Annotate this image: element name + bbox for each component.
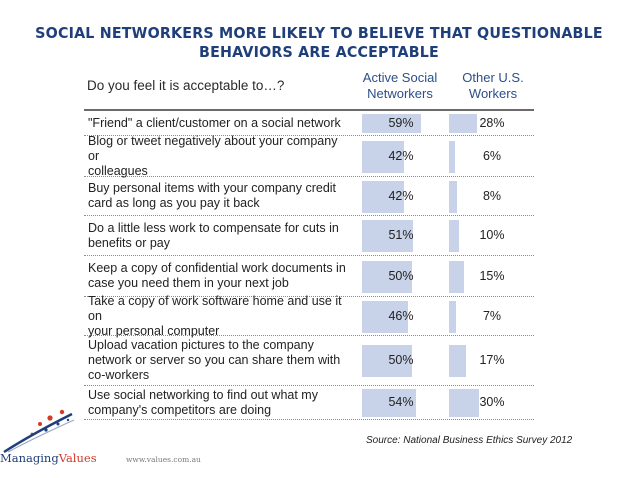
row-question-line: Do a little less work to compensate for … <box>88 220 339 235</box>
bar-active-social <box>362 114 421 133</box>
bar-other-workers <box>449 389 479 417</box>
value-label-active-social: 50% <box>388 353 414 367</box>
value-label-other-workers: 17% <box>479 353 505 367</box>
value-label-active-social: 54% <box>388 395 414 409</box>
row-question-line: company's competitors are doing <box>88 402 272 417</box>
table-row: Keep a copy of confidential work documen… <box>84 256 534 297</box>
table-row: Upload vacation pictures to the company n… <box>84 336 534 386</box>
row-question: Take a copy of work software home and us… <box>88 294 350 338</box>
bar-other-workers <box>449 180 457 213</box>
value-label-active-social: 42% <box>388 148 414 163</box>
header-divider <box>84 109 534 111</box>
logo-brand-b: Values <box>58 451 97 465</box>
chart-title-line-2: BEHAVIORS ARE ACCEPTABLE <box>199 43 439 61</box>
bar-active-social <box>362 300 408 333</box>
value-label-other-workers: 8% <box>482 188 502 203</box>
logo-stars-icon <box>3 409 75 454</box>
value-label-other-workers: 30% <box>479 395 505 409</box>
value-label-other-workers: 6% <box>482 148 502 163</box>
bar-active-social <box>362 260 412 293</box>
bar-other-workers <box>449 300 456 333</box>
table-row: "Friend" a client/customer on a social n… <box>84 111 534 136</box>
value-label-other-workers: 10% <box>479 228 505 242</box>
source-note: Source: National Business Ethics Survey … <box>366 435 573 446</box>
row-question-line: benefits or pay <box>88 235 170 250</box>
row-question-line: Use social networking to find out what m… <box>88 387 318 402</box>
row-question: Use social networking to find out what m… <box>88 386 350 419</box>
table-row: Do a little less work to compensate for … <box>84 216 534 256</box>
row-question: Upload vacation pictures to the company n… <box>88 336 350 385</box>
bar-active-social <box>362 140 404 173</box>
value-label-active-social: 42% <box>388 188 414 203</box>
row-question-text: Do a little less work to compensate for … <box>88 221 339 251</box>
row-question-line: co-workers <box>88 368 150 382</box>
bar-active-social <box>362 345 412 377</box>
bar-active-social <box>362 180 404 213</box>
value-label-other-workers: 15% <box>479 268 505 283</box>
chart-title-line-1: SOCIAL NETWORKERS MORE LIKELY TO BELIEVE… <box>35 24 603 42</box>
bar-other-workers <box>449 140 455 173</box>
column-header-other-workers: Other U.S. Workers <box>448 70 538 102</box>
column-header-other-workers-line-1: Other U.S. <box>462 70 524 85</box>
row-question-line: case you need them in your next job <box>88 276 289 290</box>
row-question: Do a little less work to compensate for … <box>88 216 350 255</box>
table-row: Buy personal items with your company cre… <box>84 177 534 216</box>
bar-active-social <box>362 389 416 417</box>
logo-wordmark: ManagingValues <box>0 451 97 465</box>
row-question-line: card as long as you pay it back <box>88 196 260 210</box>
row-question-line: "Friend" a client/customer on a social n… <box>88 115 341 130</box>
table-row: Blog or tweet negatively about your comp… <box>84 134 534 179</box>
column-header-active-social: Active Social Networkers <box>355 70 445 102</box>
row-question: Blog or tweet negatively about your comp… <box>88 134 350 179</box>
chart-title: SOCIAL NETWORKERS MORE LIKELY TO BELIEVE… <box>26 24 613 62</box>
row-question-line: colleagues <box>88 163 148 178</box>
bar-other-workers <box>449 345 466 377</box>
row-question-text: "Friend" a client/customer on a social n… <box>88 116 341 131</box>
row-question-text: Buy personal items with your company cre… <box>88 181 336 211</box>
row-question-text: Upload vacation pictures to the company n… <box>88 338 340 383</box>
column-header-active-social-line-2: Networkers <box>367 86 433 101</box>
row-question-line: Keep a copy of confidential work documen… <box>88 261 346 275</box>
logo-brand-a: Managing <box>0 451 59 465</box>
value-label-active-social: 46% <box>388 308 414 323</box>
value-label-other-workers: 7% <box>482 308 502 323</box>
table-row: Take a copy of work software home and us… <box>84 294 534 338</box>
value-label-active-social: 59% <box>388 115 414 130</box>
row-question-text: Use social networking to find out what m… <box>88 388 318 418</box>
value-label-active-social: 51% <box>388 228 414 242</box>
row-question-line: your personal computer <box>88 323 220 338</box>
row-question-text: Keep a copy of confidential work documen… <box>88 261 346 291</box>
question-header: Do you feel it is acceptable to…? <box>87 78 285 93</box>
row-question: Buy personal items with your company cre… <box>88 177 350 215</box>
row-question-line: Upload vacation pictures to the company <box>88 338 314 352</box>
bar-other-workers <box>449 220 459 252</box>
column-header-active-social-line-1: Active Social <box>362 70 438 85</box>
logo-url: www.values.com.au <box>126 455 201 464</box>
table-row: Use social networking to find out what m… <box>84 386 534 420</box>
row-question-line: Blog or tweet negatively about your comp… <box>88 133 338 163</box>
bar-other-workers <box>449 114 477 133</box>
row-question: "Friend" a client/customer on a social n… <box>88 111 350 135</box>
row-question-text: Blog or tweet negatively about your comp… <box>88 134 350 179</box>
bar-other-workers <box>449 260 464 293</box>
column-header-other-workers-line-2: Workers <box>468 86 518 101</box>
value-label-active-social: 50% <box>388 268 414 283</box>
value-label-other-workers: 28% <box>479 115 505 130</box>
row-question-line: network or server so you can share them … <box>88 353 341 367</box>
row-question-line: Take a copy of work software home and us… <box>88 293 342 323</box>
bar-active-social <box>362 220 413 252</box>
row-question-line: Buy personal items with your company cre… <box>88 181 337 195</box>
row-question-text: Take a copy of work software home and us… <box>88 294 350 339</box>
row-question: Keep a copy of confidential work documen… <box>88 256 350 296</box>
